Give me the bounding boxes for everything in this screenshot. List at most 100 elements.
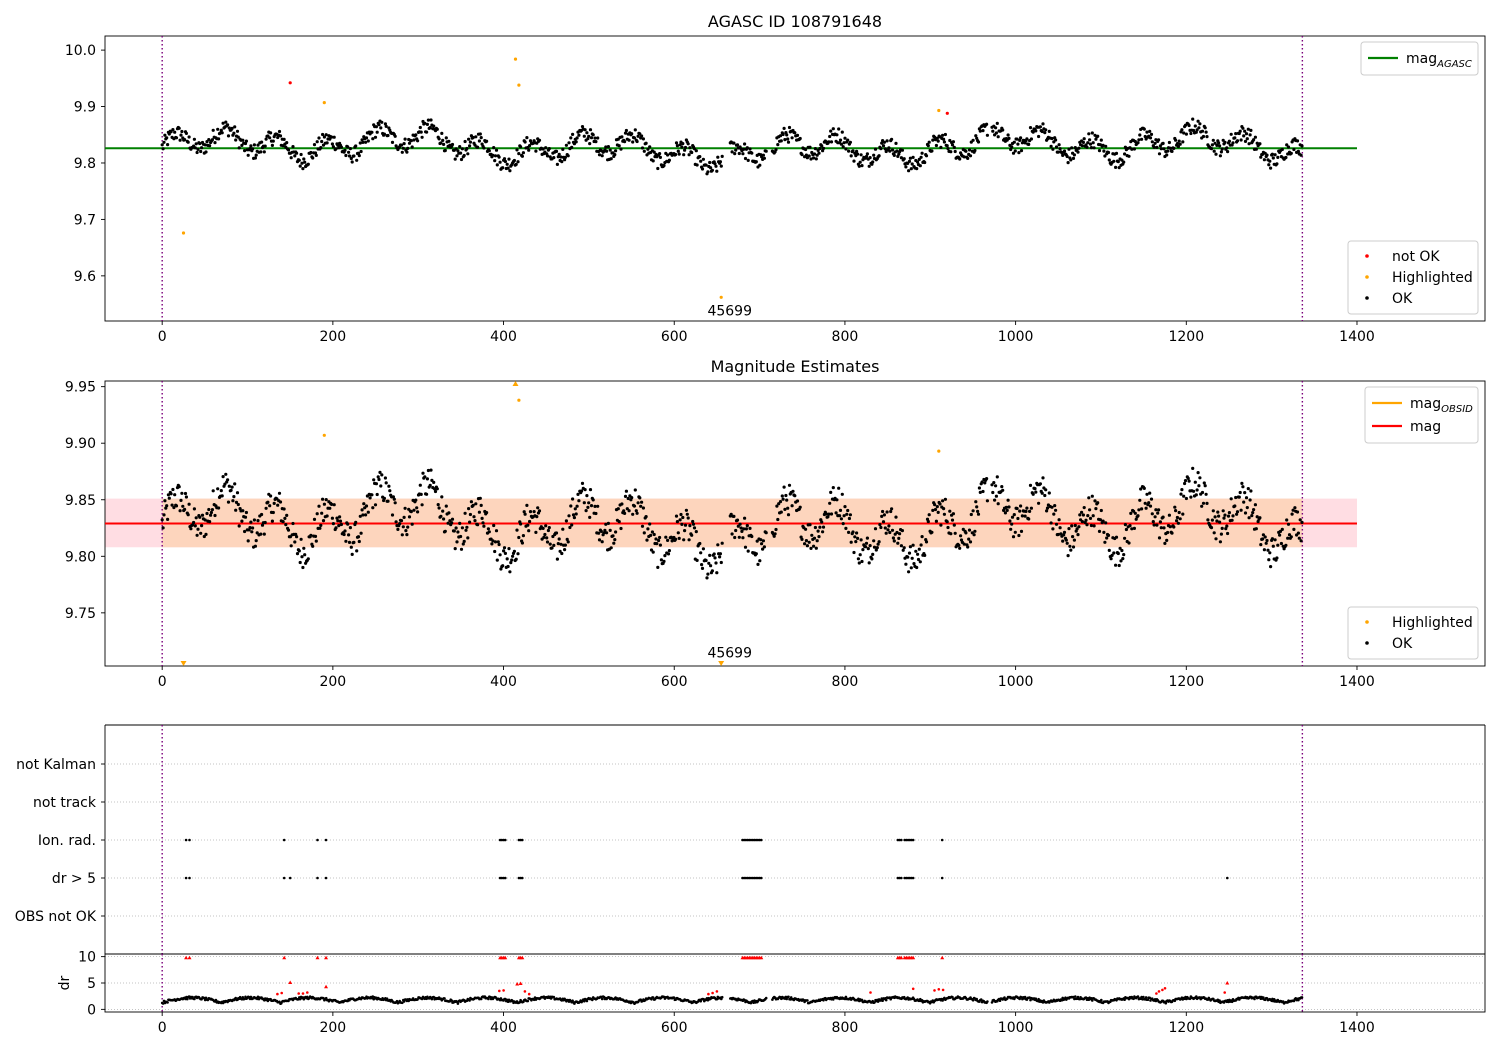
data-point [843, 505, 847, 509]
data-point [1259, 155, 1263, 159]
data-point [778, 134, 783, 138]
data-point [1023, 995, 1027, 999]
data-point [493, 154, 498, 158]
data-point [1152, 145, 1156, 149]
data-point [544, 146, 548, 150]
data-point [554, 531, 559, 535]
data-point [761, 547, 765, 551]
data-point [558, 549, 562, 553]
legend-label: not OK [1392, 249, 1440, 265]
data-point [933, 503, 937, 507]
data-point [635, 139, 639, 144]
data-point [1292, 147, 1296, 152]
data-point [1195, 995, 1198, 998]
data-point [793, 494, 797, 498]
data-point [1112, 551, 1116, 555]
data-point [1214, 152, 1218, 156]
data-point [1006, 133, 1010, 137]
data-point [674, 152, 678, 157]
data-point [609, 157, 613, 161]
data-point [219, 489, 223, 493]
data-point [299, 537, 303, 541]
data-point [828, 134, 832, 139]
data-point [851, 530, 855, 534]
data-point [1220, 147, 1224, 151]
data-point [1007, 505, 1011, 509]
data-point [1286, 145, 1291, 149]
data-point [1086, 141, 1090, 145]
data-point [659, 558, 664, 562]
data-point [337, 524, 341, 528]
data-point [674, 514, 679, 518]
data-point [1049, 521, 1053, 525]
data-point [527, 992, 531, 996]
data-point [1070, 524, 1074, 528]
data-point [1300, 520, 1304, 525]
data-point [243, 149, 247, 153]
data-point [346, 522, 350, 526]
data-point [859, 538, 863, 542]
data-point [865, 536, 870, 540]
data-point [787, 995, 790, 999]
data-point [440, 495, 444, 499]
data-point [311, 156, 315, 160]
data-point [1114, 151, 1119, 155]
data-point [720, 541, 724, 545]
data-point [1218, 154, 1222, 158]
data-point [374, 482, 378, 486]
data-point [1242, 134, 1246, 138]
data-point [617, 144, 621, 148]
data-point [1194, 130, 1198, 134]
data-point [476, 145, 480, 149]
data-point [479, 503, 483, 507]
data-point [259, 532, 263, 536]
data-point [302, 157, 306, 161]
data-point [1172, 146, 1176, 150]
data-point [990, 1001, 994, 1004]
data-point [446, 521, 450, 525]
data-point [283, 516, 287, 521]
data-point [1258, 142, 1262, 146]
data-point [1031, 130, 1035, 134]
data-point [662, 559, 666, 564]
data-point [425, 130, 429, 134]
data-point [471, 135, 475, 140]
data-point [914, 549, 918, 553]
data-point [288, 81, 292, 85]
data-point [918, 164, 922, 168]
data-point [166, 1001, 169, 1004]
data-point [512, 158, 517, 163]
data-point [640, 146, 645, 150]
data-point [814, 157, 818, 161]
data-point [471, 503, 475, 507]
data-point [597, 153, 602, 157]
data-point [320, 139, 324, 144]
data-point [260, 512, 264, 517]
data-point [177, 126, 181, 130]
data-point [172, 506, 176, 510]
data-point [342, 532, 346, 537]
data-point [1010, 515, 1015, 519]
data-point [1019, 149, 1024, 153]
data-point [583, 488, 587, 492]
flag-marker [940, 838, 944, 842]
data-point [619, 147, 623, 151]
data-point [503, 159, 507, 164]
data-point [362, 502, 366, 506]
data-point [301, 565, 305, 570]
data-point [840, 492, 844, 496]
data-point [790, 136, 794, 140]
data-point [599, 529, 603, 534]
data-point [1087, 496, 1091, 500]
data-point [269, 131, 273, 135]
data-point [895, 530, 899, 535]
data-point [450, 521, 454, 525]
data-point [1220, 526, 1224, 531]
data-point [709, 564, 713, 568]
data-point [941, 988, 945, 992]
y-tick-label: 9.75 [65, 606, 96, 622]
flag-marker [521, 838, 524, 842]
data-point [161, 147, 165, 151]
data-point [633, 128, 637, 132]
data-point [314, 153, 318, 157]
